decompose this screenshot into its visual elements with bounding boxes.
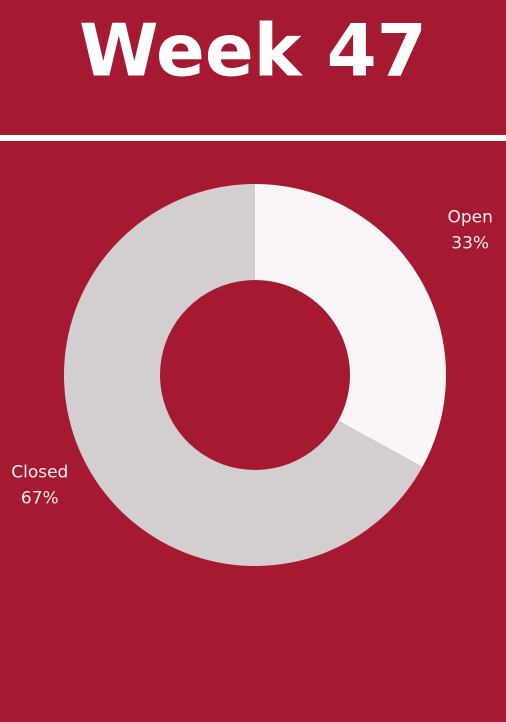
- donut-slice: [255, 184, 447, 468]
- slice-label: Closed: [11, 462, 68, 482]
- donut-slice: [64, 184, 423, 566]
- slice-label: Open: [447, 208, 492, 228]
- slice-value-label: 33%: [451, 234, 489, 254]
- slice-value-label: 67%: [21, 488, 59, 508]
- chart-title: Week 47: [79, 9, 427, 93]
- divider: [0, 135, 506, 141]
